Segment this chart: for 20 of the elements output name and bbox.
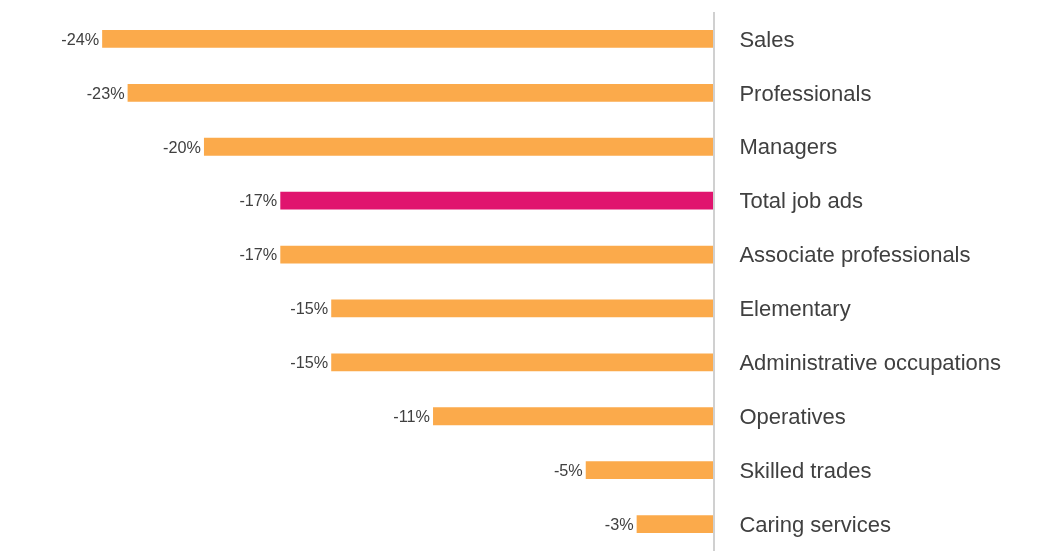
data-label: -20% <box>163 137 201 156</box>
y-tick-label: Professionals <box>739 80 872 106</box>
y-tick-label: Administrative occupations <box>739 350 1002 376</box>
data-label: -17% <box>239 191 278 210</box>
data-label: -11% <box>393 407 431 426</box>
data-label: -23% <box>86 83 125 102</box>
data-label: -17% <box>239 245 278 264</box>
y-tick-label: Managers <box>739 134 838 160</box>
data-label: -15% <box>290 299 329 318</box>
y-tick-label: Elementary <box>739 296 851 322</box>
data-label: -3% <box>604 514 634 533</box>
data-label: -24% <box>61 29 100 48</box>
data-label: -15% <box>290 353 329 372</box>
y-tick-label: Total job ads <box>739 188 863 214</box>
y-tick-label: Associate professionals <box>739 242 971 268</box>
y-tick-label: Caring services <box>739 511 892 537</box>
y-tick-label: Sales <box>739 26 795 52</box>
data-label: -5% <box>553 460 583 479</box>
y-tick-label: Operatives <box>739 403 846 429</box>
y-tick-label: Skilled trades <box>739 457 872 483</box>
